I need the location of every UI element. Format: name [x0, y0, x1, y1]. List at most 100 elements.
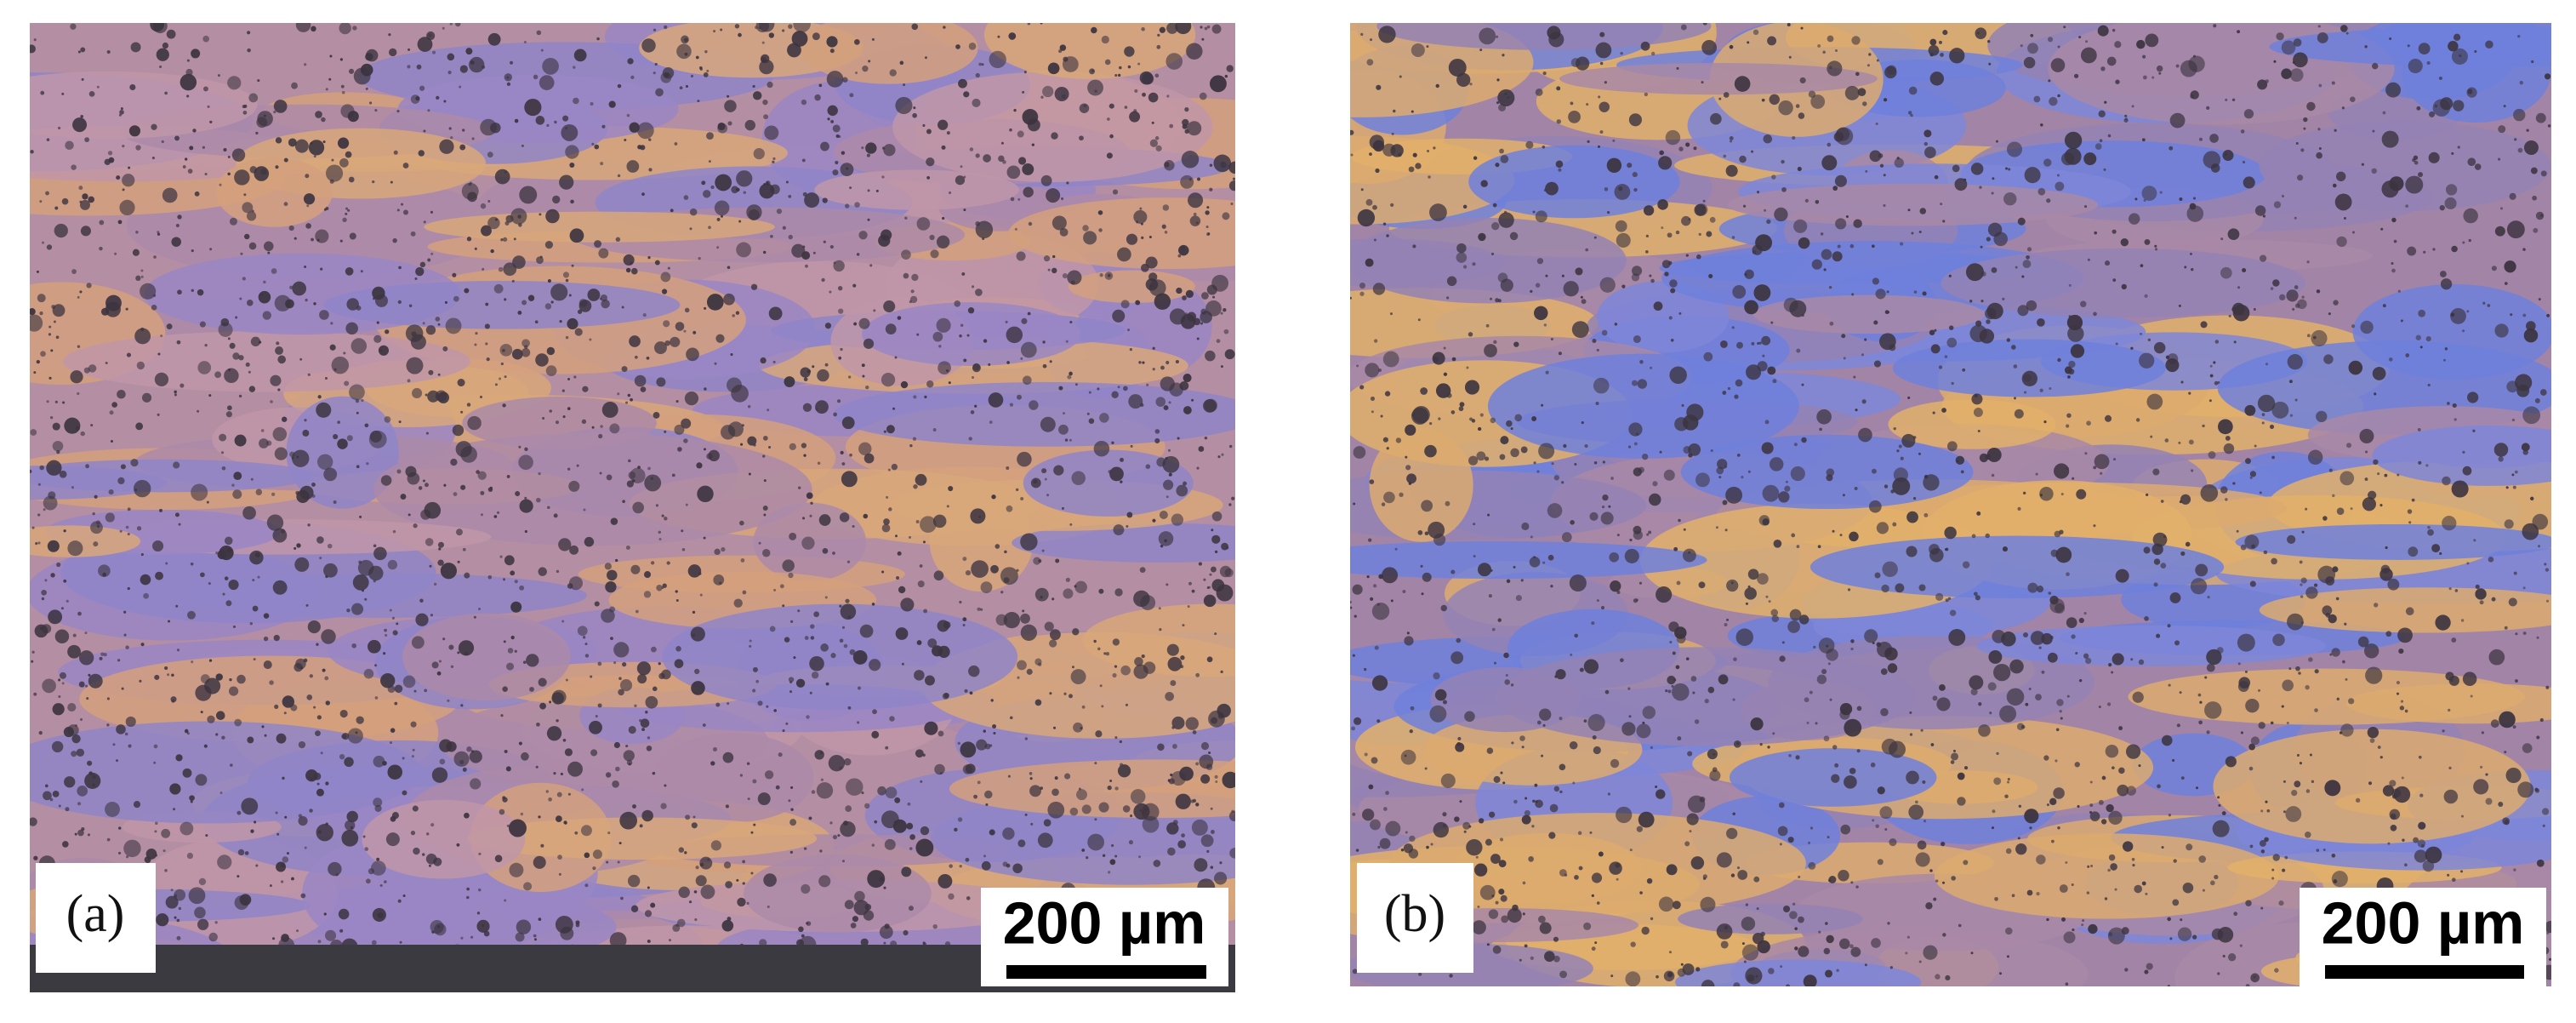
- pore: [1542, 561, 1546, 564]
- pore: [2498, 456, 2504, 462]
- pore: [1828, 285, 1832, 289]
- pore: [1472, 920, 1486, 934]
- pore: [266, 440, 272, 446]
- pore: [291, 449, 310, 467]
- pore: [778, 752, 783, 757]
- grain: [402, 613, 571, 701]
- pore: [1942, 933, 1946, 937]
- pore: [383, 652, 386, 655]
- pore: [509, 862, 524, 877]
- pore: [1879, 163, 1884, 168]
- pore: [2225, 498, 2228, 501]
- pore: [913, 395, 917, 399]
- pore: [1210, 866, 1214, 869]
- pore: [507, 648, 514, 654]
- pore: [2332, 566, 2339, 573]
- pore: [1211, 534, 1221, 544]
- pore: [681, 547, 686, 552]
- pore: [1883, 98, 1888, 102]
- pore: [224, 576, 229, 580]
- pore: [640, 386, 647, 392]
- pore: [1880, 707, 1889, 717]
- pore: [1531, 825, 1535, 828]
- pore: [881, 570, 885, 574]
- pore: [1940, 53, 1944, 57]
- pore: [1487, 513, 1490, 517]
- pore: [276, 341, 280, 346]
- pore: [1879, 333, 1896, 351]
- pore: [219, 545, 234, 561]
- pore: [840, 347, 843, 351]
- pore: [2152, 532, 2168, 547]
- pore: [639, 718, 642, 723]
- pore: [1682, 548, 1696, 563]
- pore: [637, 145, 642, 150]
- pore: [1024, 813, 1028, 816]
- pore: [64, 417, 81, 434]
- pore: [2514, 138, 2517, 141]
- pore: [938, 361, 951, 375]
- pore: [1795, 755, 1800, 760]
- pore: [238, 394, 242, 398]
- pore: [1792, 902, 1796, 906]
- pore: [871, 37, 875, 41]
- pore: [2488, 557, 2494, 563]
- pore: [1787, 620, 1800, 633]
- pore: [195, 774, 208, 786]
- pore: [360, 63, 373, 77]
- pore: [1572, 781, 1576, 785]
- pore: [227, 172, 231, 176]
- pore: [695, 55, 699, 60]
- pore: [1628, 422, 1643, 437]
- pore: [1082, 225, 1089, 231]
- pore: [2060, 493, 2064, 496]
- pore: [1177, 840, 1187, 849]
- pore: [789, 443, 796, 451]
- pore: [414, 277, 418, 281]
- pore: [2121, 283, 2127, 290]
- pore: [384, 880, 387, 883]
- pore: [2064, 131, 2083, 150]
- pore: [1907, 209, 1911, 212]
- pore: [1183, 406, 1192, 414]
- pore: [1883, 174, 1886, 177]
- pore: [789, 850, 794, 854]
- pore: [2309, 753, 2312, 757]
- pore: [1185, 289, 1194, 298]
- pore: [1211, 24, 1222, 34]
- pore: [1200, 308, 1207, 315]
- pore: [1114, 736, 1118, 740]
- pore: [510, 635, 515, 640]
- pore: [788, 195, 792, 198]
- pore: [1599, 130, 1604, 134]
- pore: [282, 856, 289, 863]
- pore: [1735, 379, 1743, 387]
- pore: [2245, 698, 2260, 713]
- pore: [234, 434, 247, 447]
- pore: [2385, 82, 2401, 98]
- pore: [407, 513, 411, 517]
- pore: [2180, 776, 2185, 780]
- pore: [641, 728, 645, 732]
- pore: [215, 711, 225, 721]
- pore: [2142, 54, 2146, 59]
- pore: [1993, 777, 2002, 786]
- pore: [43, 508, 46, 512]
- pore: [646, 746, 653, 752]
- pore: [406, 357, 424, 374]
- pore: [610, 517, 618, 525]
- pore: [533, 855, 546, 869]
- pore: [54, 629, 70, 644]
- pore: [1856, 749, 1861, 753]
- pore: [2448, 766, 2452, 770]
- pore: [1074, 383, 1078, 386]
- pore: [1054, 87, 1069, 101]
- pore: [77, 611, 82, 616]
- pore: [1913, 290, 1918, 294]
- pore: [865, 142, 877, 154]
- pore: [228, 579, 239, 591]
- pore: [1492, 945, 1502, 954]
- pore: [1520, 446, 1528, 454]
- pore: [1083, 231, 1097, 245]
- pore: [390, 180, 393, 184]
